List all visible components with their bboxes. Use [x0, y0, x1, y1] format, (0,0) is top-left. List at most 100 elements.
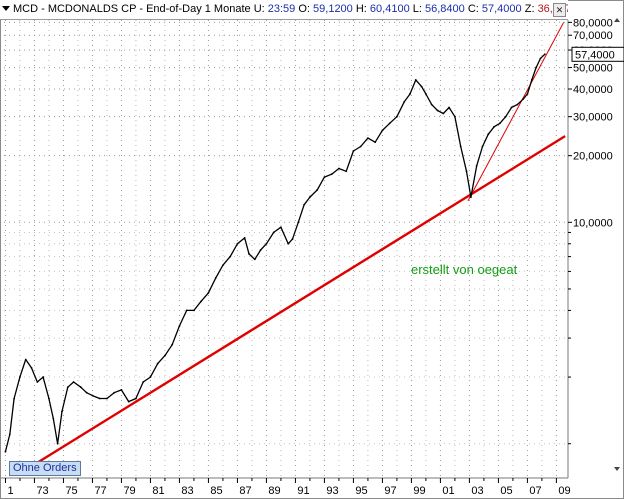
symbol-label: MCD - MCDONALDS CP	[13, 3, 137, 15]
low-key: L:	[412, 3, 422, 15]
price-point	[459, 145, 462, 148]
scroll-down-icon[interactable]	[614, 467, 620, 471]
x-tick-label: 03	[471, 485, 483, 497]
x-tick-label: 87	[239, 485, 251, 497]
close-key: C:	[467, 3, 479, 15]
price-point	[243, 237, 246, 239]
chart-header: MCD - MCDONALDS CP - End-of-Day 1 Monate…	[0, 0, 568, 20]
price-point	[61, 410, 63, 413]
price-point	[481, 145, 484, 148]
trendlines	[16, 22, 566, 477]
z-key: Z:	[524, 3, 535, 15]
price-point	[72, 381, 75, 383]
price-point	[120, 388, 123, 391]
price-point	[185, 309, 188, 312]
x-tick-label: 1	[7, 485, 13, 497]
price-point	[248, 252, 250, 255]
price-point	[127, 400, 130, 403]
price-point	[425, 93, 427, 95]
price-point	[396, 115, 398, 118]
close-icon[interactable]: ✕	[553, 3, 566, 17]
price-point	[272, 231, 275, 234]
x-tick-label: 01	[442, 485, 454, 497]
price-series	[4, 53, 546, 453]
price-point	[98, 397, 101, 400]
price-point	[253, 258, 256, 261]
price-point	[113, 391, 116, 394]
time-key: U:	[253, 3, 265, 15]
price-point	[338, 167, 340, 170]
price-point	[259, 249, 262, 251]
x-tick-label: 93	[326, 485, 338, 497]
price-point	[543, 53, 546, 56]
chevron-down-icon[interactable]	[2, 6, 10, 11]
x-tick-label: 07	[529, 485, 541, 497]
price-point	[493, 125, 495, 128]
orders-badge[interactable]: Ohne Orders	[9, 461, 81, 476]
trendline-main[interactable]	[16, 135, 566, 477]
price-point	[265, 242, 268, 245]
x-tick-label: 99	[413, 485, 425, 497]
price-point	[530, 78, 533, 81]
price-point	[200, 300, 203, 303]
y-tick-label: 40,0000	[573, 84, 613, 96]
price-point	[309, 196, 311, 198]
scroll-up-icon[interactable]	[614, 18, 620, 22]
price-point	[504, 115, 507, 118]
price-point	[19, 376, 21, 378]
trendline-steep[interactable]	[467, 22, 565, 202]
y-tick-label: 50,0000	[573, 63, 613, 75]
header-text: MCD - MCDONALDS CP - End-of-Day 1 Monate…	[13, 0, 568, 19]
low-value: 56,8400	[425, 3, 465, 15]
price-point	[381, 129, 384, 132]
price-point	[367, 137, 369, 140]
price-point	[388, 122, 391, 125]
price-point	[48, 397, 50, 400]
price-point	[436, 109, 439, 112]
price-point	[66, 386, 69, 389]
price-point	[79, 386, 82, 389]
price-point	[229, 255, 232, 258]
price-point	[352, 150, 355, 152]
price-point	[297, 221, 300, 224]
price-point	[469, 196, 472, 198]
price-point	[236, 242, 239, 245]
x-tick-label: 75	[65, 485, 77, 497]
price-point	[510, 106, 513, 109]
price-point	[193, 309, 195, 312]
price-point	[85, 391, 88, 394]
price-point	[359, 145, 362, 148]
high-key: H:	[355, 3, 367, 15]
price-point	[4, 450, 7, 453]
open-key: O:	[298, 3, 310, 15]
price-point	[13, 397, 16, 400]
price-point	[106, 397, 108, 400]
grid	[4, 20, 568, 478]
x-tick-label: 95	[355, 485, 367, 497]
price-point	[303, 203, 306, 206]
price-point	[316, 189, 319, 191]
price-point	[403, 100, 406, 103]
price-point	[409, 93, 411, 95]
price-point	[24, 358, 27, 361]
price-point	[535, 66, 538, 69]
price-point	[539, 57, 542, 60]
time-value: 23:59	[267, 3, 296, 15]
x-tick-label: 85	[210, 485, 222, 497]
price-point	[330, 173, 333, 176]
price-point	[142, 381, 145, 383]
x-tick-label: 81	[152, 485, 164, 497]
x-tick-label: 77	[94, 485, 106, 497]
x-tick-label: 97	[384, 485, 396, 497]
price-point	[207, 291, 210, 294]
y-tick-label: 80,0000	[573, 17, 613, 29]
close-value: 57,4000	[481, 3, 522, 15]
price-point	[291, 238, 294, 240]
open-value: 59,1200	[313, 3, 353, 15]
x-tick-label: 89	[268, 485, 280, 497]
price-point	[442, 112, 445, 115]
y-tick-label: 70,0000	[573, 30, 613, 42]
